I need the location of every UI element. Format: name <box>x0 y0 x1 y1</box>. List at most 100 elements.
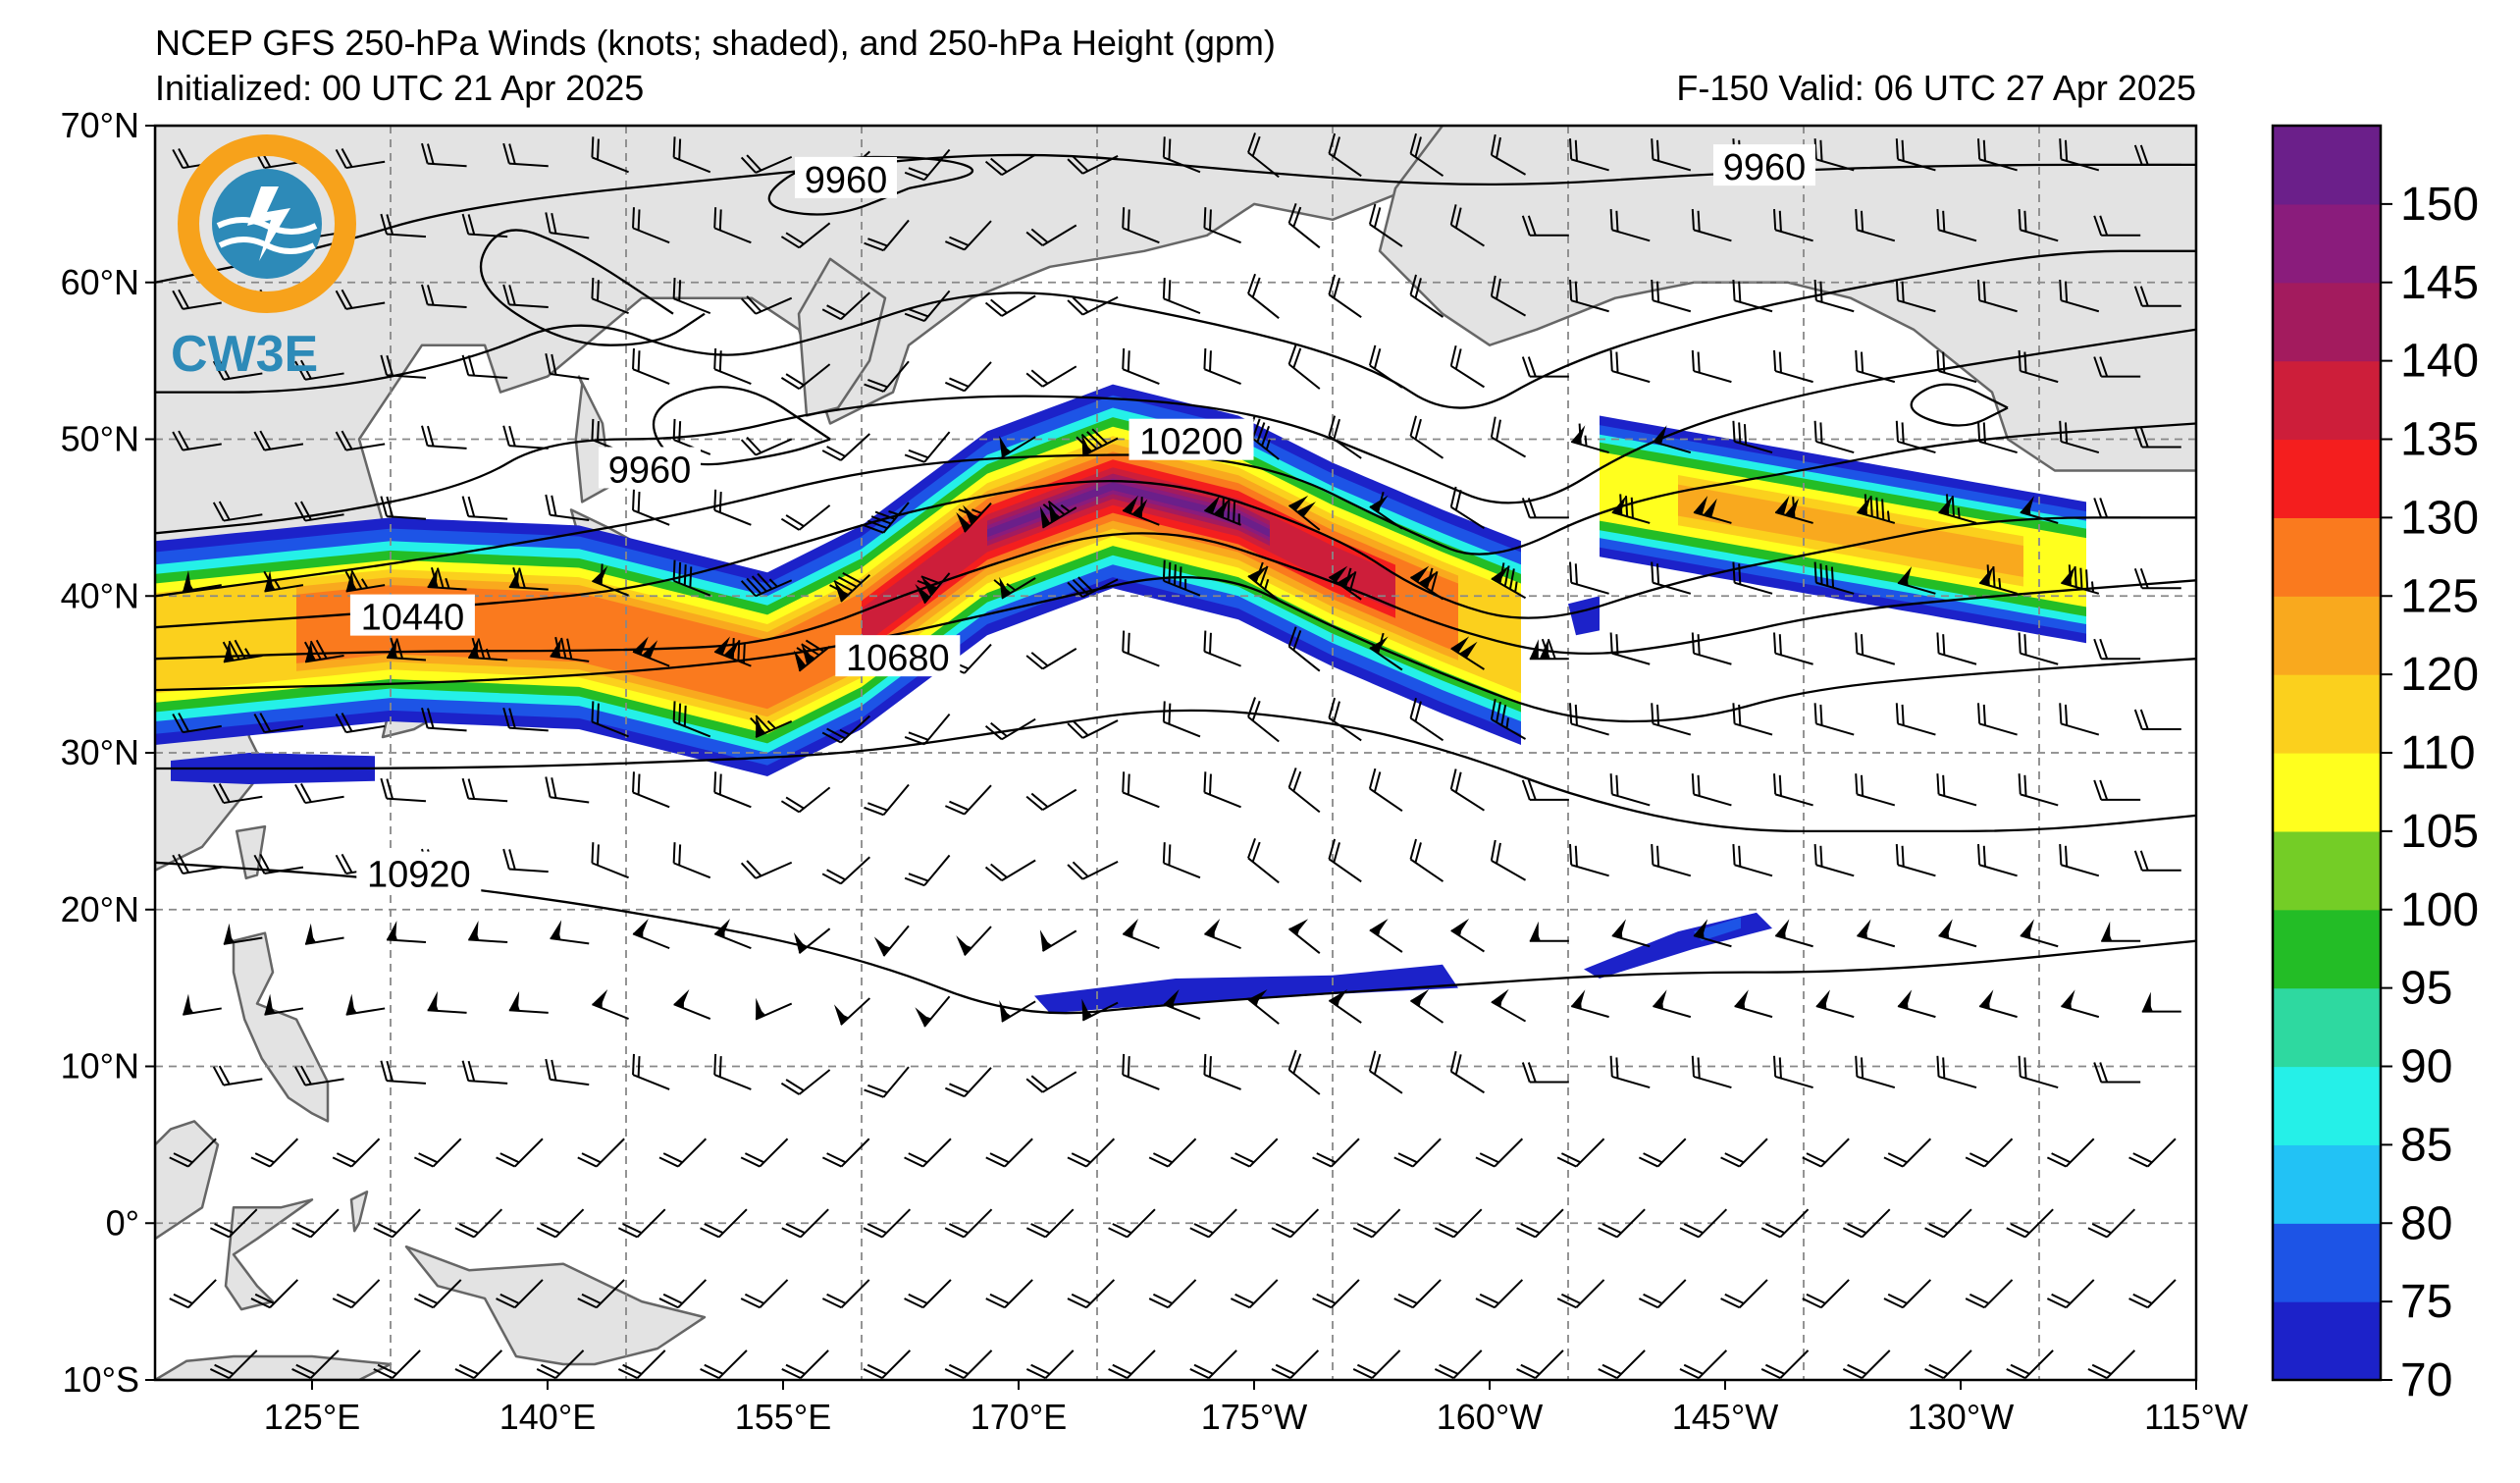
wind-barb <box>1203 630 1241 667</box>
wind-barb <box>508 566 549 591</box>
wind-barb <box>1977 844 2018 877</box>
colorbar-tick-label: 105 <box>2400 806 2479 858</box>
wind-barb <box>2006 1208 2054 1239</box>
wind-barb <box>1720 1279 1768 1309</box>
wind-barb <box>1815 989 1855 1019</box>
wind-barb <box>461 1060 508 1085</box>
wind-barb <box>672 136 711 174</box>
wind-barb <box>502 425 549 450</box>
wind-barb <box>1434 1350 1483 1380</box>
wind-barb <box>1287 344 1321 390</box>
wind-barb <box>2059 138 2100 172</box>
wind-barb <box>1328 988 1362 1024</box>
colorbar-tick-label: 110 <box>2400 727 2476 779</box>
wind-barb <box>1813 844 1855 877</box>
colorbar-segment <box>2273 674 2381 754</box>
wind-barb <box>1977 279 2018 313</box>
wind-barb <box>1569 138 1609 172</box>
wind-barb <box>1691 773 1732 807</box>
axis-ticks: 125°E 140°E 155°E 170°E 175°W 160°W 145°W 130°W… <box>61 105 2248 1437</box>
wind-barb <box>1449 486 1485 530</box>
wind-barb <box>550 920 590 945</box>
logo-bolt-icon <box>247 186 290 261</box>
wind-barb <box>2128 1138 2177 1168</box>
wind-barb <box>1204 919 1241 950</box>
wind-barb <box>1611 919 1651 948</box>
wind-barb <box>1651 279 1692 313</box>
wind-barb <box>263 570 304 593</box>
wind-barb <box>1569 279 1609 313</box>
wind-barb <box>169 1138 217 1168</box>
wind-barb <box>863 1208 912 1239</box>
wind-barb <box>2046 1279 2095 1309</box>
wind-barb <box>1247 132 1280 179</box>
wind-barb <box>1287 768 1321 814</box>
wind-barb <box>1842 1350 1891 1380</box>
wind-barb <box>545 776 590 804</box>
wind-barb <box>2061 564 2100 595</box>
wind-barb <box>1773 209 1813 242</box>
wind-barb <box>750 715 793 738</box>
wind-barb <box>1977 138 2018 172</box>
lon-tick-label: 155°E <box>735 1397 831 1437</box>
wind-barb <box>454 1350 503 1380</box>
wind-barb <box>303 639 344 663</box>
wind-barb <box>545 1058 590 1086</box>
wind-barb <box>999 1000 1036 1023</box>
wind-barb <box>253 713 304 734</box>
wind-barb <box>2133 709 2181 730</box>
wind-barb <box>1067 1138 1116 1168</box>
wind-barb <box>169 1279 217 1309</box>
wind-barb <box>294 359 344 381</box>
wind-barb <box>780 786 831 814</box>
wind-barb <box>1108 1208 1156 1239</box>
wind-barb <box>617 1350 666 1380</box>
wind-barb <box>999 436 1036 458</box>
wind-barb <box>700 1208 748 1239</box>
wind-barb <box>222 639 263 663</box>
wind-barb <box>1490 416 1527 458</box>
wind-barb <box>1691 632 1732 665</box>
lon-tick-label: 145°W <box>1672 1397 1778 1437</box>
colorbar-tick-label: 80 <box>2400 1197 2452 1249</box>
lon-tick-label: 140°E <box>499 1397 596 1437</box>
wind-barb <box>1163 988 1201 1020</box>
wind-barb <box>713 636 752 667</box>
wind-barb <box>577 1279 625 1309</box>
wind-barb <box>1162 278 1201 315</box>
wind-barb <box>713 919 752 950</box>
wind-barb <box>294 782 344 805</box>
wind-barb <box>335 147 386 170</box>
wind-barb <box>2059 703 2100 736</box>
height-contour-7 <box>155 249 2196 409</box>
wind-barb <box>1369 918 1403 953</box>
wind-barb <box>1203 771 1241 809</box>
wind-barb <box>1025 1208 1075 1239</box>
wind-barb <box>740 295 793 315</box>
wind-barb <box>209 1350 258 1380</box>
wind-barb <box>1287 919 1321 954</box>
wind-barb <box>1490 839 1527 881</box>
wind-barb <box>1162 559 1201 597</box>
wind-barb <box>1475 1279 1524 1309</box>
height-contour-0 <box>155 861 2196 1015</box>
wind-barb <box>380 354 427 379</box>
wind-barb <box>1247 697 1280 743</box>
wind-barb <box>291 1350 340 1380</box>
wind-barb <box>2093 779 2141 801</box>
wind-barb <box>713 771 752 809</box>
wind-barb <box>1679 1208 1728 1239</box>
wind-barb <box>1271 1350 1320 1380</box>
wind-barb <box>740 1279 789 1309</box>
colorbar-segment <box>2273 909 2381 989</box>
wind-patch-core <box>1694 917 1741 941</box>
wind-barb <box>740 572 793 598</box>
wind-barb <box>1720 1138 1768 1168</box>
wind-barb <box>904 713 951 746</box>
wind-barb <box>1813 279 1855 313</box>
wind-barb <box>740 154 793 174</box>
height-contour-1 <box>155 709 2196 833</box>
wind-barb <box>335 289 386 310</box>
wind-barb <box>183 993 222 1016</box>
wind-barb <box>984 717 1036 741</box>
